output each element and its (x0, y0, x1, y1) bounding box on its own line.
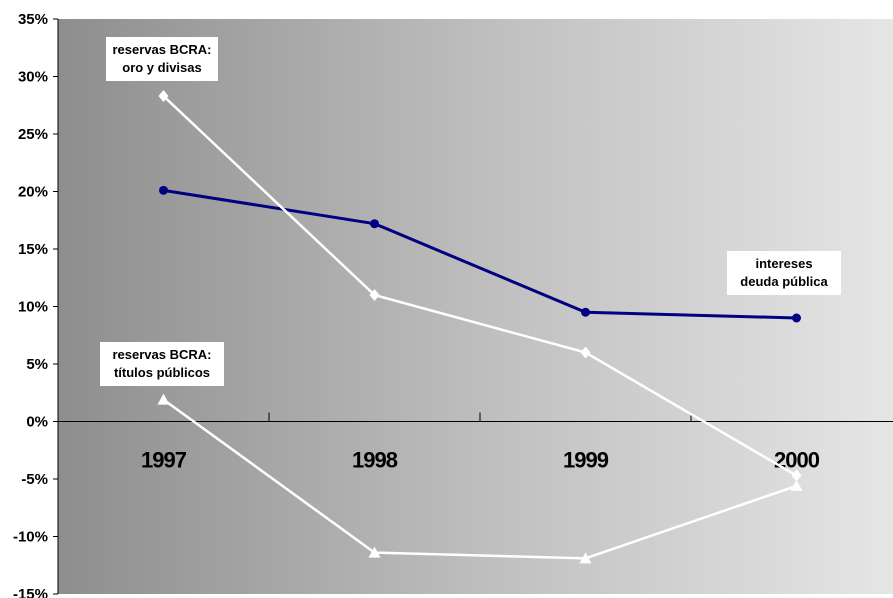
y-tick-label: -10% (13, 529, 48, 546)
data-point (791, 469, 802, 482)
annotations: reservas BCRA: oro y divisas intereses deud… (100, 37, 841, 386)
data-point (790, 479, 803, 491)
y-tick-label: 35% (18, 11, 48, 28)
annotation-label: reservas BCRA: (113, 42, 212, 57)
data-point (580, 346, 591, 359)
series-layer (157, 90, 803, 564)
data-point (369, 289, 380, 301)
series-line (163, 188, 797, 320)
annotation-box: reservas BCRA: oro y divisas (106, 37, 218, 81)
data-point (370, 219, 379, 229)
axes: 35% 30% 25% 20% 15% 10% 5% 0% -5% -10% -15% 1997 199… (13, 11, 893, 598)
x-tick-label: 2000 (774, 448, 820, 473)
y-tick-label: -5% (21, 471, 48, 488)
annotation-box: reservas BCRA: títulos públicos (100, 342, 224, 386)
data-point (368, 546, 381, 558)
series-line (162, 95, 798, 477)
y-tick-label: 5% (26, 356, 48, 373)
x-tick-label: 1998 (352, 448, 398, 473)
data-point (792, 313, 801, 323)
data-point (581, 307, 590, 317)
plot-area (58, 19, 893, 594)
series-2 (158, 90, 802, 482)
y-tick-label: 10% (18, 299, 48, 316)
y-tick-label: 0% (26, 414, 48, 431)
y-tick-label: 30% (18, 69, 48, 86)
annotation-background (106, 37, 218, 81)
series-1 (159, 185, 801, 323)
annotation-label: intereses (755, 256, 812, 271)
annotation-label: reservas BCRA: (113, 347, 212, 362)
x-tick-label: 1997 (141, 448, 187, 473)
data-point (158, 90, 169, 103)
y-tick-label: 15% (18, 241, 48, 258)
data-point (157, 393, 170, 405)
series-3 (157, 393, 803, 564)
annotation-background (100, 342, 224, 386)
y-tick-label: 20% (18, 184, 48, 201)
x-tick-label: 1999 (563, 448, 609, 473)
data-point (579, 552, 592, 564)
data-point (159, 185, 168, 195)
annotation-label: deuda pública (740, 274, 828, 289)
annotation-label: oro y divisas (122, 60, 201, 75)
y-tick-label: -15% (13, 586, 48, 598)
annotation-background (727, 251, 841, 295)
series-line (162, 398, 797, 560)
y-tick-label: 25% (18, 126, 48, 143)
annotation-label: títulos públicos (114, 365, 210, 380)
annotation-box: intereses deuda pública (727, 251, 841, 295)
